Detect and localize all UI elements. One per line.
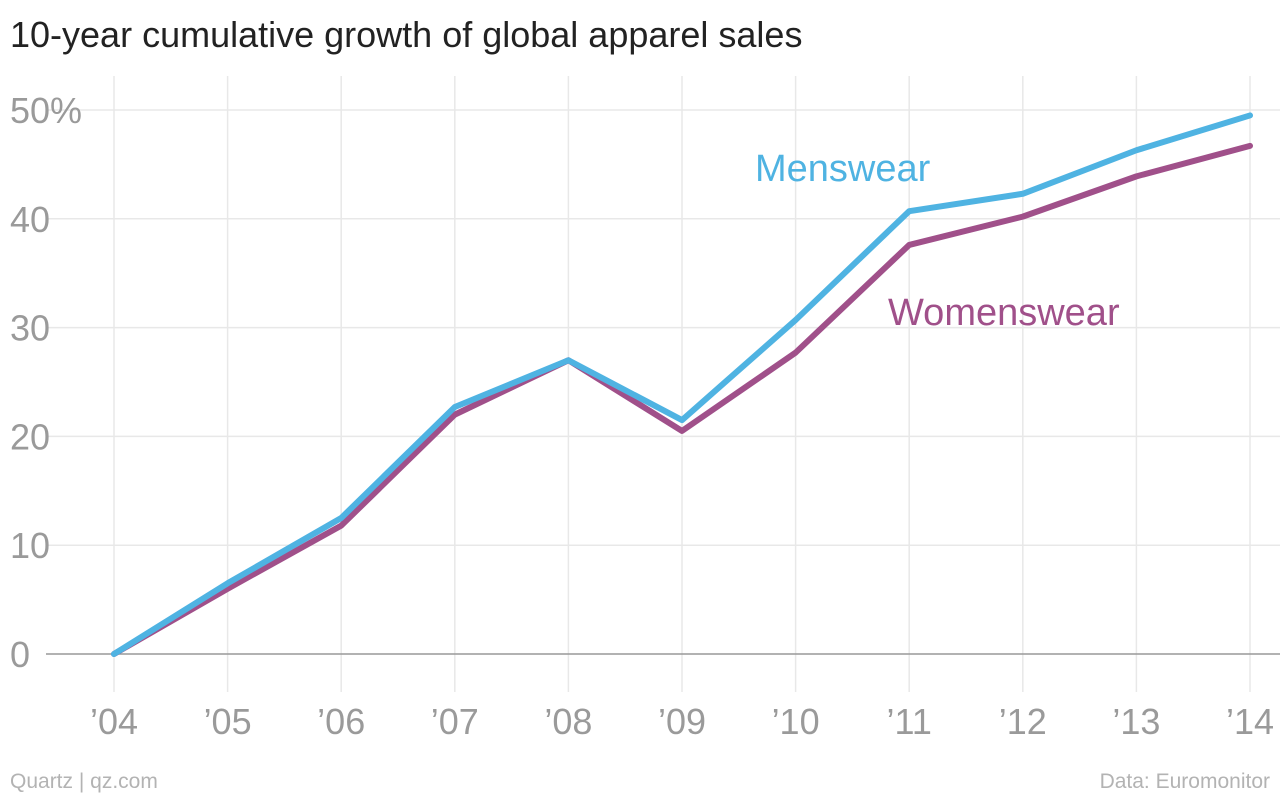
x-tick-label: ’14 bbox=[1226, 701, 1274, 742]
y-axis-ticks: 50% 40 30 20 10 0 bbox=[10, 90, 82, 675]
x-tick-label: ’11 bbox=[887, 701, 932, 742]
y-tick-label: 50% bbox=[10, 90, 82, 131]
x-axis-ticks: ’04 ’05 ’06 ’07 ’08 ’09 ’10 ’11 ’12 ’13 ’14 bbox=[90, 701, 1274, 742]
series-line-menswear bbox=[111, 112, 1253, 657]
y-tick-label: 40 bbox=[10, 199, 50, 240]
x-tick-label: ’09 bbox=[658, 701, 706, 742]
y-tick-label: 0 bbox=[10, 634, 30, 675]
series-lines bbox=[111, 112, 1253, 657]
y-tick-label: 10 bbox=[10, 525, 50, 566]
x-tick-label: ’12 bbox=[999, 701, 1047, 742]
source-credit: Quartz | qz.com bbox=[10, 770, 158, 793]
series-label-menswear: Menswear bbox=[755, 148, 931, 190]
series-line-womenswear bbox=[111, 142, 1253, 657]
grid-lines bbox=[46, 76, 1280, 692]
x-tick-label: ’06 bbox=[317, 701, 365, 742]
x-tick-label: ’07 bbox=[431, 701, 479, 742]
x-tick-label: ’13 bbox=[1112, 701, 1160, 742]
x-tick-label: ’04 bbox=[90, 701, 138, 742]
x-tick-label: ’08 bbox=[544, 701, 592, 742]
data-source: Data: Euromonitor bbox=[1099, 770, 1270, 793]
x-tick-label: ’10 bbox=[772, 701, 820, 742]
series-labels: Menswear Womenswear bbox=[755, 148, 1120, 334]
y-tick-label: 20 bbox=[10, 416, 50, 457]
series-label-womenswear: Womenswear bbox=[888, 292, 1120, 334]
chart-title: 10-year cumulative growth of global appa… bbox=[10, 14, 803, 55]
x-tick-label: ’05 bbox=[204, 701, 252, 742]
y-tick-label: 30 bbox=[10, 308, 50, 349]
